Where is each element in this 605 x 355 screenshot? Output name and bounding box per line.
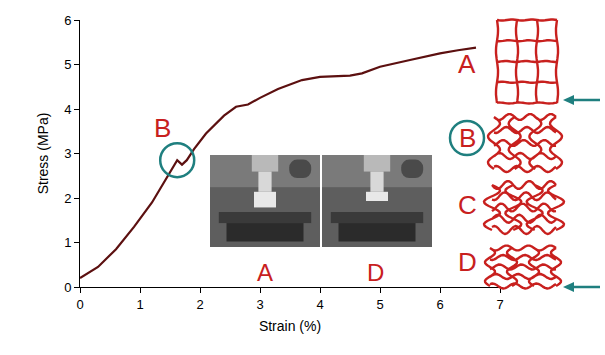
svg-text:5: 5 — [376, 297, 383, 312]
svg-text:6: 6 — [436, 297, 443, 312]
svg-text:A: A — [257, 259, 273, 286]
svg-text:1: 1 — [64, 235, 71, 250]
svg-text:5: 5 — [64, 57, 71, 72]
svg-text:3: 3 — [64, 146, 71, 161]
svg-text:B: B — [154, 113, 171, 143]
svg-text:Stress (MPa): Stress (MPa) — [35, 113, 51, 195]
svg-text:C: C — [458, 190, 477, 220]
svg-text:B: B — [459, 123, 476, 153]
svg-text:D: D — [458, 247, 477, 277]
svg-text:Strain (%): Strain (%) — [259, 318, 321, 334]
svg-text:A: A — [458, 49, 476, 79]
svg-text:D: D — [367, 259, 384, 286]
svg-text:0: 0 — [64, 280, 71, 295]
svg-text:4: 4 — [64, 102, 71, 117]
svg-text:1: 1 — [136, 297, 143, 312]
svg-text:7: 7 — [496, 297, 503, 312]
svg-text:3: 3 — [256, 297, 263, 312]
svg-text:2: 2 — [196, 297, 203, 312]
svg-text:0: 0 — [76, 297, 83, 312]
svg-text:6: 6 — [64, 13, 71, 28]
svg-text:2: 2 — [64, 191, 71, 206]
svg-text:4: 4 — [316, 297, 323, 312]
